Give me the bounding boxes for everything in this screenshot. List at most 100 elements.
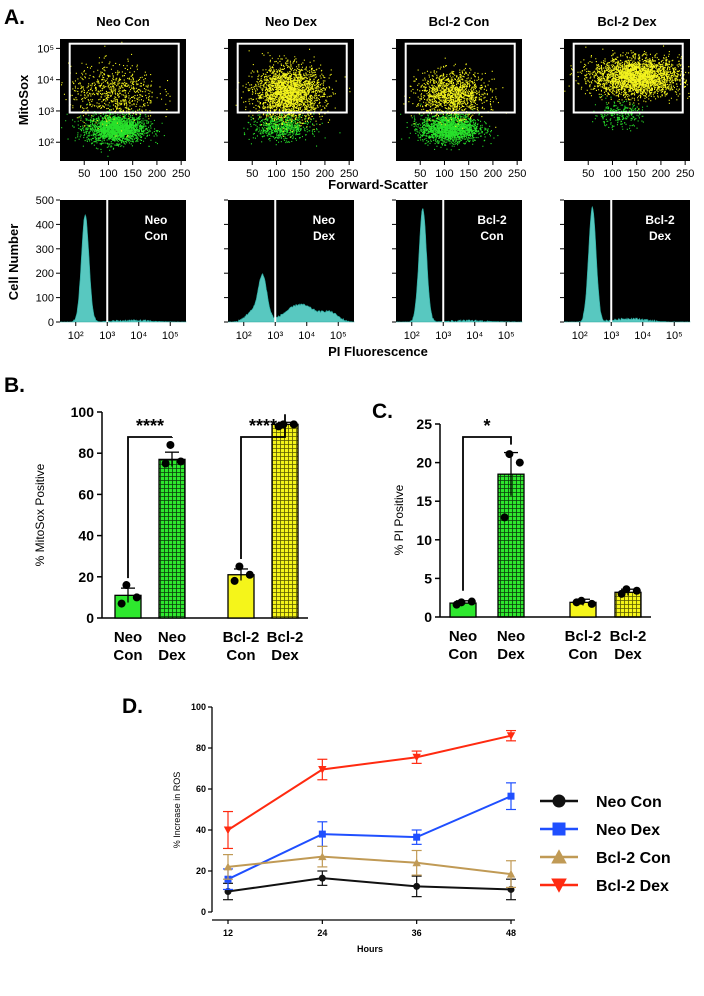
series-0 <box>223 870 516 901</box>
data-point <box>117 599 126 608</box>
series-marker <box>318 830 326 838</box>
histogram-label: Bcl-2 <box>477 213 507 227</box>
y-tick-label: 10³ <box>38 106 54 118</box>
x-tick-label: 10² <box>404 330 420 342</box>
x-tick-label: 250 <box>676 168 694 180</box>
category-label: Bcl-2 <box>610 628 647 645</box>
y-tick-label: 40 <box>78 528 94 544</box>
category-label: Bcl-2 <box>267 629 304 646</box>
histogram-curve <box>60 213 187 323</box>
legend-entry: Neo Con <box>596 794 662 811</box>
data-point <box>467 597 476 606</box>
histogram-x-axis-label: PI Fluorescence <box>328 344 428 359</box>
data-point <box>274 422 283 431</box>
data-point <box>230 576 239 585</box>
dotplot-population-green <box>400 103 499 151</box>
x-tick-label: 150 <box>124 168 142 180</box>
category-label: Neo <box>449 628 477 645</box>
y-tick-label: 200 <box>36 268 54 280</box>
histogram-curve <box>563 206 691 323</box>
x-tick-label: 200 <box>316 168 334 180</box>
series-marker <box>413 833 421 841</box>
x-tick-label: 10² <box>68 330 84 342</box>
x-tick-label: 250 <box>340 168 358 180</box>
bar-y-axis-label: % PI Positive <box>392 484 406 555</box>
data-point <box>515 458 524 467</box>
category-label: Dex <box>158 647 186 664</box>
data-point <box>166 440 175 449</box>
histogram-0: Neo Con <box>60 200 187 323</box>
significance-label: **** <box>136 416 164 436</box>
category-label: Bcl-2 <box>565 628 602 645</box>
y-tick-label: 80 <box>78 445 94 461</box>
x-tick-label: 10⁴ <box>466 330 483 342</box>
series-marker <box>552 822 566 836</box>
bar <box>271 423 299 619</box>
dotplot-title: Bcl-2 Dex <box>597 14 657 29</box>
bar-y-axis-label: % MitoSox Positive <box>33 463 47 566</box>
significance-label: * <box>483 416 490 436</box>
data-point <box>161 459 170 468</box>
series-marker <box>412 858 421 867</box>
category-label: Con <box>113 647 142 664</box>
y-tick-label: 20 <box>416 455 432 471</box>
histogram-label: Neo <box>313 213 336 227</box>
x-tick-label: 10⁵ <box>330 330 347 342</box>
category-label: Dex <box>497 646 525 663</box>
bar <box>227 574 255 619</box>
x-tick-label: 10³ <box>267 330 283 342</box>
category-label: Neo <box>497 628 525 645</box>
dotplot-x-axis-label: Forward-Scatter <box>328 177 428 192</box>
data-point <box>587 599 596 608</box>
series-marker <box>507 792 515 800</box>
data-point <box>176 457 185 466</box>
data-point <box>235 562 244 571</box>
x-tick-label: 24 <box>317 928 327 938</box>
x-tick-label: 10⁵ <box>666 330 683 342</box>
panel-b-bar-chart: % MitoSox Positive020406080100NeoConNeoD… <box>33 404 308 664</box>
x-tick-label: 150 <box>460 168 478 180</box>
y-tick-label: 20 <box>196 866 206 876</box>
x-tick-label: 100 <box>603 168 621 180</box>
y-tick-label: 40 <box>196 825 206 835</box>
series-marker <box>552 794 566 808</box>
series-line <box>227 795 512 881</box>
series-marker <box>318 766 327 774</box>
significance-bracket <box>127 436 173 579</box>
x-tick-label: 10⁴ <box>298 330 315 342</box>
category-label: Con <box>568 646 597 663</box>
dotplot-population-yellow <box>61 41 171 138</box>
histogram-1: Neo Dex <box>227 200 355 323</box>
gate-rectangle <box>68 42 180 114</box>
dotplot-title: Bcl-2 Con <box>429 14 490 29</box>
data-point <box>132 593 141 602</box>
histogram-label: Dex <box>649 229 671 243</box>
panel-label-c: C. <box>372 400 393 423</box>
legend-entry: Bcl-2 Con <box>596 850 671 867</box>
data-point <box>245 570 254 579</box>
y-tick-label: 10 <box>416 532 432 548</box>
histogram-label: Con <box>144 229 167 243</box>
series-line <box>227 877 512 893</box>
series-marker <box>223 862 233 871</box>
y-tick-label: 100 <box>71 404 95 420</box>
series-marker <box>412 753 421 762</box>
y-tick-label: 0 <box>48 317 54 329</box>
series-marker <box>318 852 327 861</box>
x-tick-label: 10² <box>572 330 588 342</box>
y-tick-label: 0 <box>201 907 206 917</box>
gate-rectangle <box>404 42 516 114</box>
y-tick-label: 60 <box>196 784 206 794</box>
significance-bracket <box>462 436 512 591</box>
y-tick-label: 0 <box>86 610 94 626</box>
x-tick-label: 50 <box>414 168 426 180</box>
dotplot-population-yellow <box>564 45 690 110</box>
histogram-background <box>228 200 354 322</box>
dotplot-population-green <box>61 103 165 157</box>
dotplot-1 <box>228 39 354 161</box>
x-tick-label: 10⁴ <box>634 330 651 342</box>
y-tick-label: 100 <box>191 702 206 712</box>
x-tick-label: 50 <box>78 168 90 180</box>
legend-entry: Bcl-2 Dex <box>596 878 669 895</box>
